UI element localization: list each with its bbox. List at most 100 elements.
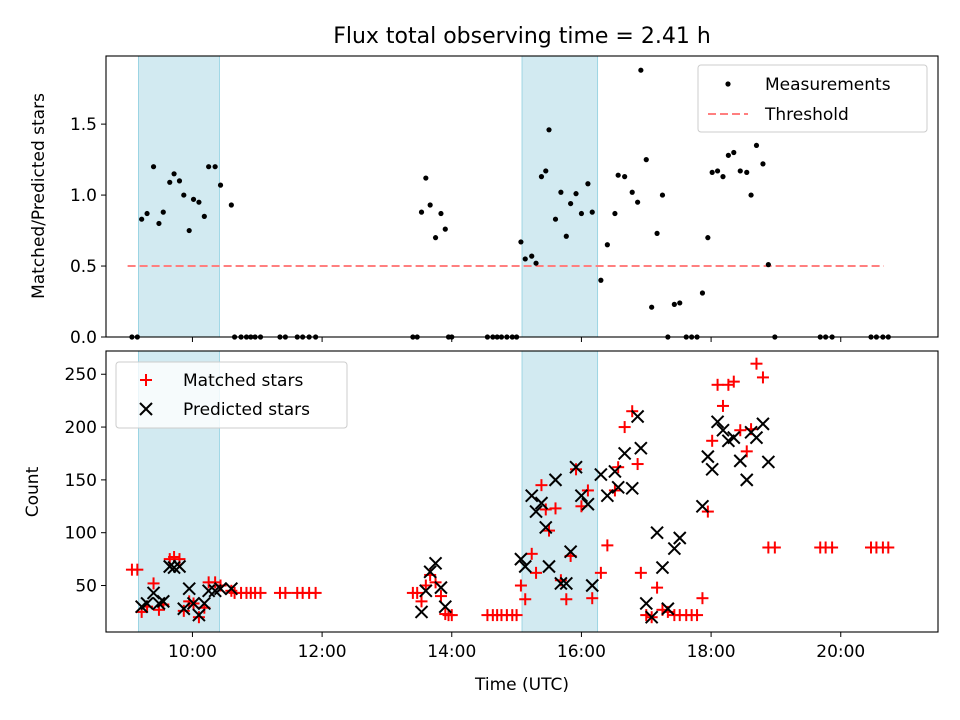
- predicted-stars-point: [186, 596, 201, 611]
- count-points: [125, 357, 895, 624]
- ratio-shaded-interval: [138, 55, 220, 338]
- count-ytick-label: 150: [65, 471, 97, 491]
- measurements-point: [558, 189, 564, 195]
- measurements-point: [635, 199, 641, 205]
- predicted-stars-point: [756, 417, 770, 431]
- matched-stars-point: [756, 371, 769, 384]
- predicted-stars-point: [569, 460, 583, 474]
- matched-stars-point: [279, 586, 292, 599]
- measurements-point: [546, 127, 552, 133]
- matched-stars-point: [631, 458, 644, 471]
- measurements-point: [765, 262, 771, 268]
- predicted-stars-point: [611, 480, 625, 494]
- matched-stars-point: [691, 609, 704, 622]
- matched-stars-point: [826, 541, 839, 554]
- predicted-stars-point: [163, 559, 177, 574]
- count-ylabel: Count: [23, 466, 43, 517]
- matched-stars-point: [510, 609, 523, 622]
- ratio-axes-frame: [105, 55, 939, 338]
- predicted-stars-point: [201, 584, 216, 598]
- measurements-point: [160, 209, 166, 215]
- count-xtick-label: 12:00: [298, 642, 347, 662]
- measurements-point: [139, 216, 145, 222]
- measurements-point: [563, 233, 569, 239]
- measurements-point: [573, 191, 579, 197]
- measurements-point: [714, 168, 721, 174]
- predicted-stars-point: [661, 602, 675, 616]
- measurements-point: [705, 235, 711, 241]
- count-xtick-label: 10:00: [168, 642, 217, 662]
- predicted-stars-point: [172, 559, 187, 574]
- matched-stars-point: [519, 593, 532, 606]
- matched-stars-point: [560, 593, 573, 606]
- predicted-stars-point: [625, 481, 639, 496]
- measurements-point: [442, 226, 448, 232]
- measurements-point: [604, 242, 610, 248]
- measurements-point: [615, 172, 621, 178]
- predicted-stars-point: [548, 473, 563, 487]
- measurements-point: [585, 181, 591, 187]
- matched-stars-point: [734, 424, 747, 437]
- matched-stars-point: [525, 547, 538, 560]
- count-ytick-label: 200: [65, 418, 97, 438]
- measurements-point: [643, 157, 649, 163]
- matched-stars-point: [594, 566, 607, 579]
- predicted-stars-point: [529, 504, 543, 519]
- legend-matched-label: Matched stars: [183, 371, 303, 391]
- ratio-yticks: 0.0 0.5 1.0 1.5: [70, 115, 106, 348]
- matched-stars-point: [727, 375, 740, 388]
- predicted-stars-point: [740, 473, 754, 487]
- predicted-stars-point: [140, 596, 154, 611]
- matched-stars-point: [882, 541, 895, 554]
- measurements-point: [171, 171, 177, 177]
- ratio-shaded-interval: [521, 55, 599, 338]
- figure-title: Flux total observing time = 2.41 h: [333, 24, 711, 49]
- predicted-stars-point: [414, 605, 429, 619]
- predicted-stars-point: [617, 446, 632, 461]
- predicted-stars-point: [525, 489, 539, 503]
- measurements-point: [538, 174, 545, 180]
- predicted-stars-point: [197, 596, 212, 611]
- predicted-stars-point: [224, 581, 239, 596]
- predicted-stars-point: [574, 489, 589, 503]
- matched-stars-point: [539, 503, 552, 516]
- measurements-point: [418, 209, 425, 215]
- matched-stars-point: [706, 434, 719, 447]
- predicted-stars-point: [428, 556, 443, 571]
- measurements-point: [760, 161, 766, 167]
- predicted-stars-point: [585, 578, 599, 593]
- measurements-point: [568, 200, 574, 207]
- matched-stars-point: [131, 563, 144, 576]
- predicted-stars-point: [749, 430, 764, 445]
- measurements-point: [659, 192, 666, 198]
- ratio-xticks: [191, 337, 842, 342]
- matched-stars-point: [147, 577, 160, 590]
- predicted-stars-point: [419, 584, 433, 598]
- count-xtick-label: 18:00: [687, 642, 736, 662]
- predicted-stars-point: [156, 594, 170, 609]
- measurements-point: [212, 164, 218, 170]
- legend-predicted-label: Predicted stars: [183, 400, 310, 420]
- matched-stars-point: [586, 592, 599, 605]
- predicted-stars-point: [554, 576, 568, 591]
- matched-stars-point: [601, 539, 614, 552]
- matched-stars-point: [634, 566, 647, 579]
- ratio-ytick-label: 0.0: [70, 328, 97, 348]
- matched-stars-point: [535, 479, 548, 492]
- legend-threshold-label: Threshold: [764, 105, 849, 125]
- predicted-stars-point: [581, 497, 595, 511]
- measurements-point: [744, 169, 750, 175]
- count-legend-frame: [115, 361, 348, 429]
- count-ytick-label: 100: [65, 524, 97, 544]
- predicted-stars-point: [710, 415, 725, 429]
- matched-stars-point: [768, 541, 781, 554]
- predicted-stars-point: [727, 430, 741, 445]
- count-ytick-label: 50: [75, 577, 97, 597]
- measurements-point: [533, 260, 539, 266]
- count-yticks: 50 100 150 200 250: [65, 365, 106, 597]
- measurements-point: [518, 239, 524, 245]
- ratio-ytick-label: 1.5: [70, 115, 97, 135]
- predicted-stars-point: [701, 449, 715, 464]
- matched-stars-point: [445, 609, 458, 622]
